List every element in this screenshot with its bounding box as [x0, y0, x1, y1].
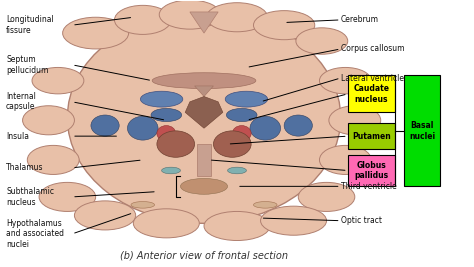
Ellipse shape: [140, 91, 183, 107]
Ellipse shape: [39, 182, 96, 211]
Ellipse shape: [74, 201, 136, 230]
FancyBboxPatch shape: [348, 123, 395, 149]
Ellipse shape: [296, 28, 348, 54]
FancyBboxPatch shape: [404, 75, 439, 186]
Ellipse shape: [131, 202, 155, 208]
Text: Internal
capsule: Internal capsule: [6, 92, 36, 112]
Ellipse shape: [115, 5, 171, 34]
Ellipse shape: [319, 146, 371, 174]
Ellipse shape: [225, 91, 268, 107]
Text: Cerebrum: Cerebrum: [341, 15, 379, 24]
Bar: [197, 144, 211, 176]
Polygon shape: [195, 86, 213, 96]
Ellipse shape: [254, 11, 315, 40]
Ellipse shape: [181, 178, 228, 194]
Text: Globus
pallidus: Globus pallidus: [354, 161, 388, 180]
Text: Septum
pellucidum: Septum pellucidum: [6, 55, 48, 74]
Ellipse shape: [319, 68, 371, 94]
Ellipse shape: [250, 116, 281, 140]
Text: Hypothalamus
and associated
nuclei: Hypothalamus and associated nuclei: [6, 219, 64, 249]
Ellipse shape: [32, 68, 84, 94]
Ellipse shape: [23, 106, 74, 135]
Ellipse shape: [213, 131, 251, 157]
Ellipse shape: [329, 106, 381, 135]
Text: Thalamus: Thalamus: [6, 163, 44, 172]
Ellipse shape: [91, 115, 119, 136]
Ellipse shape: [227, 108, 257, 121]
Ellipse shape: [157, 131, 195, 157]
Text: Basal
nuclei: Basal nuclei: [409, 121, 435, 140]
Text: Subthalamic
nucleus: Subthalamic nucleus: [6, 187, 54, 207]
Ellipse shape: [261, 206, 327, 235]
Text: Corpus callosum: Corpus callosum: [341, 44, 404, 53]
Ellipse shape: [228, 167, 246, 174]
Ellipse shape: [232, 125, 251, 142]
Text: Longitudinal
fissure: Longitudinal fissure: [6, 15, 54, 35]
Ellipse shape: [254, 202, 277, 208]
Ellipse shape: [151, 108, 182, 121]
Text: Putamen: Putamen: [352, 132, 391, 141]
Ellipse shape: [206, 3, 268, 32]
Ellipse shape: [157, 125, 176, 142]
Text: Lateral ventricle: Lateral ventricle: [341, 73, 404, 83]
Polygon shape: [185, 96, 223, 128]
Text: Optic tract: Optic tract: [341, 216, 382, 225]
Ellipse shape: [162, 167, 181, 174]
Text: Caudate
nucleus: Caudate nucleus: [353, 84, 389, 104]
Text: Third ventricle: Third ventricle: [341, 182, 396, 191]
Ellipse shape: [128, 116, 158, 140]
Ellipse shape: [298, 182, 355, 211]
Ellipse shape: [152, 73, 256, 89]
FancyBboxPatch shape: [348, 155, 395, 186]
Ellipse shape: [204, 211, 270, 241]
Ellipse shape: [27, 146, 79, 174]
Polygon shape: [190, 12, 218, 33]
Text: Insula: Insula: [6, 132, 29, 141]
Ellipse shape: [159, 0, 220, 29]
Ellipse shape: [67, 12, 341, 223]
FancyBboxPatch shape: [348, 75, 395, 112]
Ellipse shape: [63, 17, 128, 49]
Ellipse shape: [284, 115, 312, 136]
Text: (b) Anterior view of frontal section: (b) Anterior view of frontal section: [120, 250, 288, 260]
Ellipse shape: [133, 209, 199, 238]
